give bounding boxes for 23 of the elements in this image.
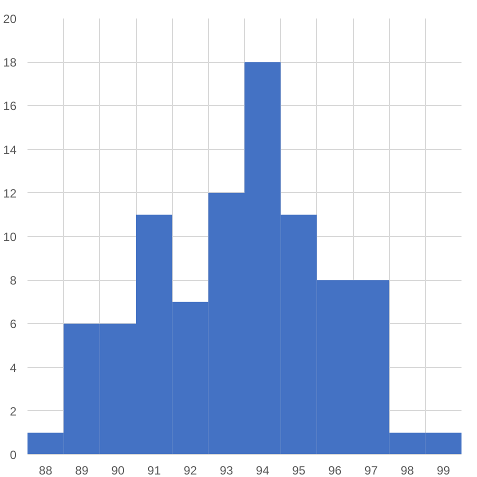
x-tick-label: 93 — [220, 464, 234, 477]
x-tick-label: 97 — [364, 464, 378, 477]
x-tick-label: 98 — [400, 464, 414, 477]
x-tick-label: 95 — [292, 464, 306, 477]
y-tick-label: 18 — [3, 56, 17, 70]
y-tick-label: 0 — [10, 448, 17, 462]
y-tick-label: 4 — [10, 360, 17, 375]
y-tick-label: 10 — [3, 230, 17, 244]
y-tick-label: 6 — [10, 317, 17, 332]
x-tick-label: 99 — [436, 464, 450, 477]
y-tick-label: 14 — [3, 142, 17, 157]
x-tick-label: 96 — [328, 464, 342, 477]
x-tick-label: 91 — [147, 464, 162, 477]
y-tick-label: 12 — [3, 186, 17, 200]
y-tick-label: 16 — [3, 99, 17, 114]
y-tick-label: 8 — [10, 274, 17, 288]
y-tick-label: 2 — [10, 404, 17, 418]
x-tick-label: 89 — [75, 464, 89, 477]
x-tick-label: 92 — [184, 464, 198, 477]
y-tick-label: 20 — [3, 12, 17, 26]
x-tick-label: 94 — [256, 464, 270, 477]
x-tick-label: 90 — [111, 464, 125, 477]
x-tick-label: 88 — [38, 464, 53, 477]
